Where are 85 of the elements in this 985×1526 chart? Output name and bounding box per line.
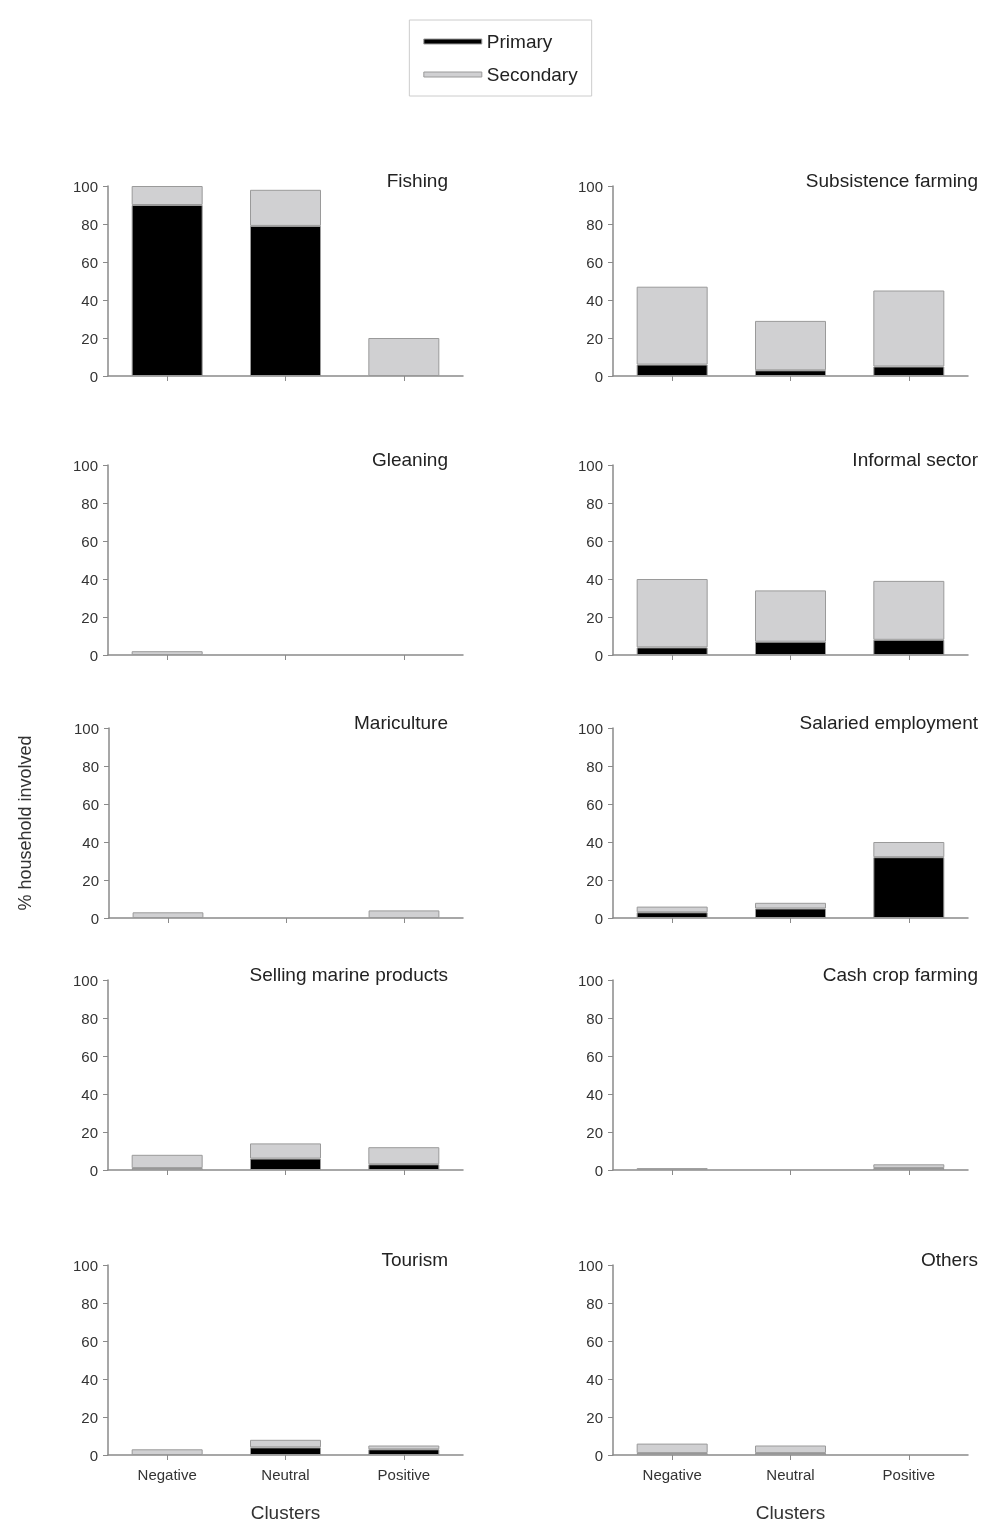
chart-title: Cash crop farming <box>822 964 979 985</box>
x-tick-label: Positive <box>377 1466 431 1483</box>
y-tick-label: 40 <box>586 291 603 309</box>
y-tick-label: 60 <box>586 1332 603 1350</box>
y-tick-label: 80 <box>586 215 603 233</box>
y-tick-label: 0 <box>89 1446 98 1464</box>
y-tick-label: 40 <box>82 833 99 851</box>
y-tick-label: 60 <box>81 1047 98 1065</box>
x-tick-label: Positive <box>882 1466 936 1483</box>
x-tick-label: Neutral <box>261 1466 310 1483</box>
x-axis-title: Clusters <box>250 1502 321 1523</box>
y-tick-label: 60 <box>586 253 603 271</box>
y-tick-label: 60 <box>81 532 98 550</box>
bar <box>131 1154 203 1169</box>
y-tick-label: 40 <box>586 833 603 851</box>
y-tick-label: 40 <box>81 570 98 588</box>
y-tick-label: 60 <box>81 1332 98 1350</box>
y-tick-label: 40 <box>586 1370 603 1388</box>
y-tick-label: 80 <box>81 1294 98 1312</box>
legend-label: Primary <box>486 31 553 52</box>
y-tick-label: 40 <box>81 1085 98 1103</box>
y-tick-label: 100 <box>73 719 99 737</box>
chart-title: Mariculture <box>354 712 449 733</box>
x-tick-label: Neutral <box>766 1466 815 1483</box>
x-tick-label: Negative <box>642 1466 702 1483</box>
y-tick-label: 0 <box>594 1161 603 1179</box>
y-axis-title: % household involved <box>15 735 35 911</box>
chart-title: Tourism <box>381 1249 449 1270</box>
y-tick-label: 0 <box>594 1446 603 1464</box>
y-tick-label: 100 <box>72 177 98 195</box>
y-tick-label: 100 <box>72 971 98 989</box>
y-tick-label: 60 <box>82 795 99 813</box>
bar <box>368 338 440 376</box>
y-tick-label: 20 <box>81 1123 98 1141</box>
y-tick-label: 80 <box>586 494 603 512</box>
y-tick-label: 20 <box>586 871 603 889</box>
y-tick-label: 80 <box>586 757 603 775</box>
y-tick-label: 100 <box>577 719 603 737</box>
bar <box>131 1449 203 1455</box>
x-tick-label: Negative <box>137 1466 197 1483</box>
y-tick-label: 20 <box>81 329 98 347</box>
y-tick-label: 40 <box>586 570 603 588</box>
chart-title: Gleaning <box>371 449 449 470</box>
chart-title: Subsistence farming <box>805 170 979 191</box>
x-axis-title: Clusters <box>755 1502 826 1523</box>
y-tick-label: 0 <box>90 909 99 927</box>
legend-label: Secondary <box>486 64 579 85</box>
y-tick-label: 40 <box>586 1085 603 1103</box>
y-tick-label: 40 <box>81 1370 98 1388</box>
y-tick-label: 0 <box>89 367 98 385</box>
y-tick-label: 0 <box>89 1161 98 1179</box>
y-tick-label: 100 <box>577 456 603 474</box>
y-tick-label: 80 <box>81 1009 98 1027</box>
y-tick-label: 0 <box>594 646 603 664</box>
chart-title: Salaried employment <box>799 712 979 733</box>
y-tick-label: 100 <box>577 971 603 989</box>
y-tick-label: 80 <box>81 215 98 233</box>
y-tick-label: 100 <box>577 1256 603 1274</box>
y-tick-label: 100 <box>72 456 98 474</box>
chart-title: Others <box>920 1249 979 1270</box>
y-tick-label: 60 <box>81 253 98 271</box>
y-tick-label: 80 <box>82 757 99 775</box>
y-tick-label: 20 <box>81 608 98 626</box>
chart-title: Fishing <box>386 170 448 191</box>
y-tick-label: 20 <box>81 1408 98 1426</box>
y-tick-label: 20 <box>586 1123 603 1141</box>
y-tick-label: 80 <box>586 1294 603 1312</box>
y-tick-label: 20 <box>586 608 603 626</box>
y-tick-label: 40 <box>81 291 98 309</box>
chart-title: Selling marine products <box>249 964 448 985</box>
y-tick-label: 60 <box>586 795 603 813</box>
y-tick-label: 0 <box>89 646 98 664</box>
y-tick-label: 20 <box>82 871 99 889</box>
y-tick-label: 100 <box>72 1256 98 1274</box>
y-tick-label: 60 <box>586 532 603 550</box>
y-tick-label: 100 <box>577 177 603 195</box>
y-tick-label: 80 <box>81 494 98 512</box>
y-tick-label: 20 <box>586 1408 603 1426</box>
bar <box>368 1449 440 1455</box>
y-tick-label: 0 <box>594 909 603 927</box>
y-tick-label: 80 <box>586 1009 603 1027</box>
chart-title: Informal sector <box>852 449 979 470</box>
y-tick-label: 60 <box>586 1047 603 1065</box>
y-tick-label: 0 <box>594 367 603 385</box>
y-tick-label: 20 <box>586 329 603 347</box>
